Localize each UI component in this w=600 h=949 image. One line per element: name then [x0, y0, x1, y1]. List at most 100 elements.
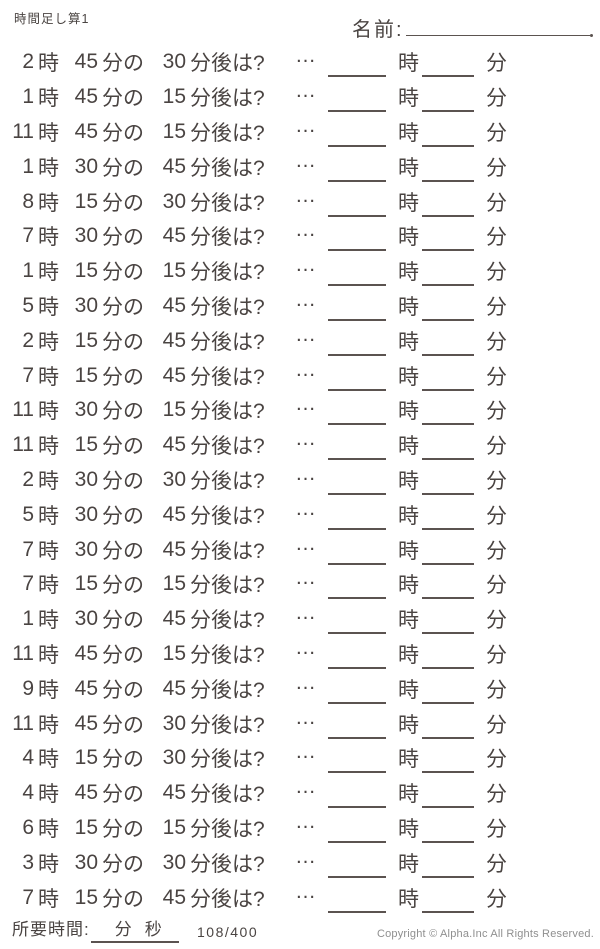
- answer-hour-blank[interactable]: [328, 719, 386, 739]
- hour-unit-label: 時: [38, 539, 59, 563]
- ellipsis: …: [295, 531, 317, 555]
- answer-hour-unit-label: 時: [398, 783, 419, 807]
- minute-particle-label: 分の: [102, 748, 144, 772]
- minute-value: 15: [74, 433, 98, 457]
- answer-hour-blank[interactable]: [328, 753, 386, 774]
- answer-minute-blank[interactable]: [422, 753, 474, 774]
- minute-particle-label: 分の: [102, 539, 144, 563]
- answer-hour-blank[interactable]: [328, 510, 386, 530]
- answer-hour-blank[interactable]: [328, 893, 386, 913]
- answer-hour-blank[interactable]: [328, 823, 386, 843]
- answer-minute-unit-label: 分: [486, 52, 507, 76]
- answer-minute-blank[interactable]: [422, 162, 474, 182]
- answer-minute-blank[interactable]: [422, 301, 474, 321]
- minute-value: 30: [74, 502, 98, 526]
- minute-value: 45: [74, 50, 98, 74]
- answer-hour-blank[interactable]: [328, 231, 386, 252]
- answer-minute-blank[interactable]: [422, 266, 474, 287]
- answer-hour-unit-label: 時: [398, 713, 419, 737]
- answer-minute-unit-label: 分: [486, 295, 507, 319]
- problem-row: 11 時 15 分の 45 分後は? … 時 分: [8, 427, 592, 463]
- answer-minute-blank[interactable]: [422, 92, 474, 113]
- hour-value: 7: [22, 224, 34, 248]
- ellipsis: …: [295, 113, 317, 137]
- answer-minute-unit-label: 分: [486, 713, 507, 737]
- answer-hour-blank[interactable]: [328, 788, 386, 809]
- answer-hour-blank[interactable]: [328, 266, 386, 287]
- answer-minute-blank[interactable]: [422, 510, 474, 530]
- delta-value: 45: [162, 885, 186, 909]
- problem-row: 7 時 30 分の 45 分後は? … 時 分: [8, 532, 592, 567]
- answer-minute-blank[interactable]: [422, 684, 474, 704]
- answer-hour-blank[interactable]: [328, 301, 386, 321]
- minute-particle-label: 分の: [102, 713, 144, 737]
- minute-particle-label: 分の: [102, 261, 144, 285]
- answer-minute-unit-label: 分: [486, 574, 507, 598]
- elapsed-label: 所要時間:: [12, 920, 90, 939]
- answer-minute-unit-label: 分: [486, 504, 507, 528]
- hour-unit-label: 時: [38, 330, 59, 354]
- answer-minute-unit-label: 分: [486, 783, 507, 807]
- problem-row: 11 時 30 分の 15 分後は? … 時 分: [8, 392, 592, 428]
- answer-minute-blank[interactable]: [422, 719, 474, 739]
- answer-hour-blank[interactable]: [328, 475, 386, 495]
- answer-minute-blank[interactable]: [422, 788, 474, 809]
- answer-minute-blank[interactable]: [422, 336, 474, 356]
- delta-value: 30: [162, 50, 186, 74]
- answer-hour-blank[interactable]: [328, 649, 386, 669]
- minute-value: 30: [74, 224, 98, 248]
- answer-minute-blank[interactable]: [422, 475, 474, 495]
- answer-minute-blank[interactable]: [422, 579, 474, 600]
- after-question-label: 分後は?: [190, 748, 265, 772]
- elapsed-time-blank[interactable]: 分 秒: [90, 915, 179, 943]
- answer-minute-blank[interactable]: [422, 893, 474, 913]
- minute-value: 15: [74, 259, 98, 283]
- answer-hour-blank[interactable]: [328, 440, 386, 461]
- ellipsis: …: [295, 844, 317, 868]
- answer-hour-blank[interactable]: [328, 579, 386, 600]
- answer-hour-blank[interactable]: [328, 92, 386, 113]
- answer-hour-unit-label: 時: [398, 678, 419, 702]
- problem-row: 11 時 45 分の 30 分後は? … 時 分: [8, 706, 592, 741]
- answer-minute-blank[interactable]: [422, 440, 474, 461]
- minute-value: 15: [74, 815, 98, 839]
- answer-minute-blank[interactable]: [422, 649, 474, 669]
- answer-minute-blank[interactable]: [422, 405, 474, 426]
- hour-unit-label: 時: [38, 400, 59, 424]
- answer-minute-blank[interactable]: [422, 371, 474, 391]
- minute-value: 15: [74, 572, 98, 596]
- answer-minute-blank[interactable]: [422, 197, 474, 217]
- hour-value: 2: [22, 467, 34, 491]
- hour-value: 1: [22, 259, 34, 283]
- hour-value: 11: [12, 641, 34, 665]
- answer-hour-blank[interactable]: [328, 371, 386, 391]
- answer-hour-blank[interactable]: [328, 162, 386, 182]
- delta-value: 45: [162, 293, 186, 317]
- answer-hour-blank[interactable]: [328, 197, 386, 217]
- answer-hour-blank[interactable]: [328, 858, 386, 878]
- after-question-label: 分後は?: [190, 817, 265, 841]
- answer-minute-blank[interactable]: [422, 823, 474, 843]
- answer-hour-blank[interactable]: [328, 405, 386, 426]
- answer-minute-blank[interactable]: [422, 858, 474, 878]
- answer-minute-blank[interactable]: [422, 127, 474, 147]
- answer-hour-blank[interactable]: [328, 614, 386, 635]
- answer-hour-blank[interactable]: [328, 127, 386, 147]
- answer-hour-blank[interactable]: [328, 336, 386, 356]
- hour-value: 11: [12, 433, 34, 457]
- answer-hour-blank[interactable]: [328, 57, 386, 78]
- answer-minute-blank[interactable]: [422, 614, 474, 635]
- answer-minute-unit-label: 分: [486, 643, 507, 667]
- answer-minute-blank[interactable]: [422, 231, 474, 252]
- after-question-label: 分後は?: [190, 643, 265, 667]
- answer-hour-blank[interactable]: [328, 684, 386, 704]
- minute-value: 45: [74, 781, 98, 805]
- answer-hour-blank[interactable]: [328, 545, 386, 565]
- after-question-label: 分後は?: [190, 295, 265, 319]
- name-blank[interactable]: [405, 12, 594, 37]
- answer-minute-blank[interactable]: [422, 57, 474, 78]
- after-question-label: 分後は?: [190, 121, 265, 145]
- answer-minute-unit-label: 分: [486, 609, 507, 633]
- answer-minute-blank[interactable]: [422, 545, 474, 565]
- elapsed-seconds-unit-label: 秒: [144, 920, 163, 939]
